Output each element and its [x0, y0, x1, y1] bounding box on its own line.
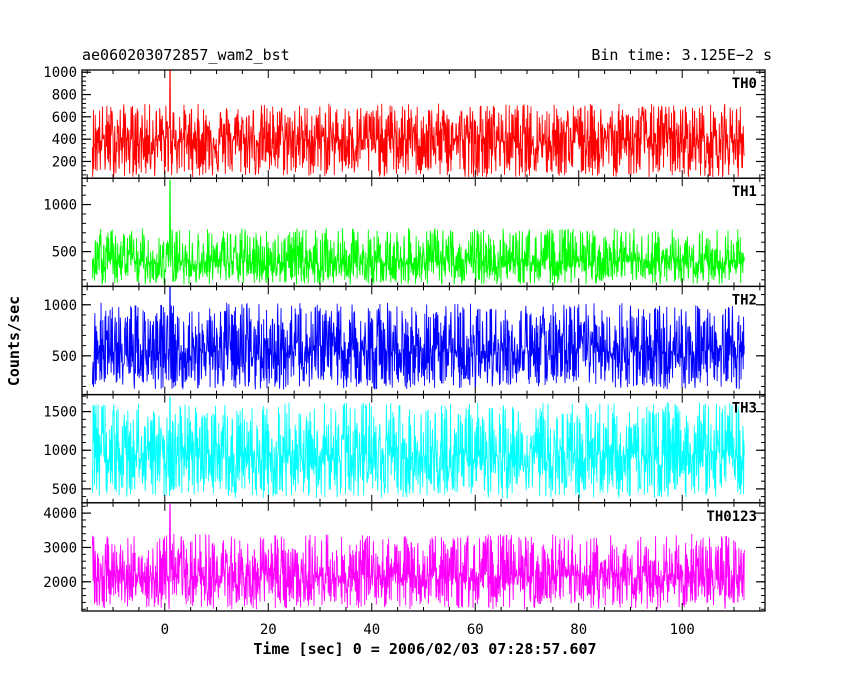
y-tick-label: 2000 [43, 575, 77, 591]
y-tick-label: 1500 [43, 405, 77, 421]
x-tick-label: 40 [363, 622, 380, 638]
y-tick-label: 1000 [43, 65, 77, 81]
panel-label-th3: TH3 [732, 401, 757, 417]
y-tick-label: 1000 [43, 298, 77, 314]
chart-title: ae060203072857_wam2_bst [82, 46, 290, 64]
y-tick-label: 3000 [43, 540, 77, 556]
panel-th2: 500 1000 TH2 [43, 285, 766, 396]
chart-subtitle: Bin time: 3.125E−2 s [591, 46, 772, 64]
y-tick-label: 600 [52, 110, 77, 126]
y-tick-label: 200 [52, 154, 77, 170]
panel-label-th1: TH1 [732, 184, 757, 200]
series-line-th0 [91, 70, 745, 178]
panel-th1: 500 1000 TH1 [43, 177, 766, 288]
x-tick-label: 60 [467, 622, 484, 638]
series-line-th0123 [91, 504, 745, 610]
panel-th0: 200 400 600 800 1000 TH0 [43, 65, 766, 179]
x-tick-label: 100 [670, 622, 695, 638]
y-tick-label: 1000 [43, 443, 77, 459]
series-line-th2 [91, 286, 745, 390]
panel-th3: 500 1000 1500 TH3 [43, 393, 766, 504]
panel-th0123: 2000 3000 4000 TH0123 [43, 502, 766, 612]
y-tick-label: 500 [52, 349, 77, 365]
y-tick-label: 500 [52, 482, 77, 498]
x-axis-title: Time [sec] 0 = 2006/02/03 07:28:57.607 [253, 640, 596, 658]
y-tick-label: 4000 [43, 506, 77, 522]
series-line-th3 [91, 396, 745, 499]
series-line-th1 [91, 179, 745, 285]
panel-label-th0123: TH0123 [706, 509, 757, 525]
x-tick-label: 20 [260, 622, 277, 638]
panel-label-th0: TH0 [732, 76, 757, 92]
y-axis-title: Counts/sec [5, 296, 23, 386]
y-tick-label: 800 [52, 88, 77, 104]
y-tick-label: 400 [52, 132, 77, 148]
y-tick-label: 500 [52, 245, 77, 261]
x-tick-label: 80 [570, 622, 587, 638]
panel-label-th2: TH2 [732, 292, 757, 308]
y-tick-label: 1000 [43, 198, 77, 214]
x-tick-label: 0 [161, 622, 169, 638]
